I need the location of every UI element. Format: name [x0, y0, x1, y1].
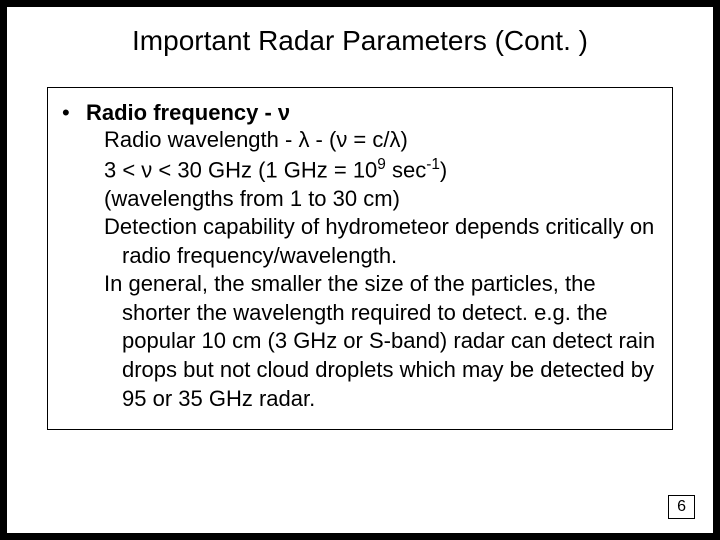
slide-frame: Important Radar Parameters (Cont. ) • Ra… [0, 0, 720, 540]
line-detection: Detection capability of hydrometeor depe… [104, 213, 658, 270]
line-general: In general, the smaller the size of the … [104, 270, 658, 413]
line-range: 3 < ν < 30 GHz (1 GHz = 109 sec-1) [104, 155, 658, 185]
line-wavelength: Radio wavelength - λ - (ν = c/λ) [104, 126, 658, 155]
line-range-post: ) [440, 157, 447, 182]
line-range-pre: 3 < ν < 30 GHz (1 GHz = 10 [104, 157, 377, 182]
line-range-mid: sec [386, 157, 426, 182]
page-number: 6 [668, 495, 695, 519]
bullet-dot: • [62, 100, 86, 126]
superscript-neg1: -1 [426, 156, 440, 173]
bullet-heading: Radio frequency - ν [86, 100, 290, 126]
line-wavelength-range: (wavelengths from 1 to 30 cm) [104, 185, 658, 214]
slide-title: Important Radar Parameters (Cont. ) [7, 25, 713, 57]
bullet-item: • Radio frequency - ν [62, 100, 658, 126]
content-box: • Radio frequency - ν Radio wavelength -… [47, 87, 673, 430]
superscript-9: 9 [377, 156, 386, 173]
